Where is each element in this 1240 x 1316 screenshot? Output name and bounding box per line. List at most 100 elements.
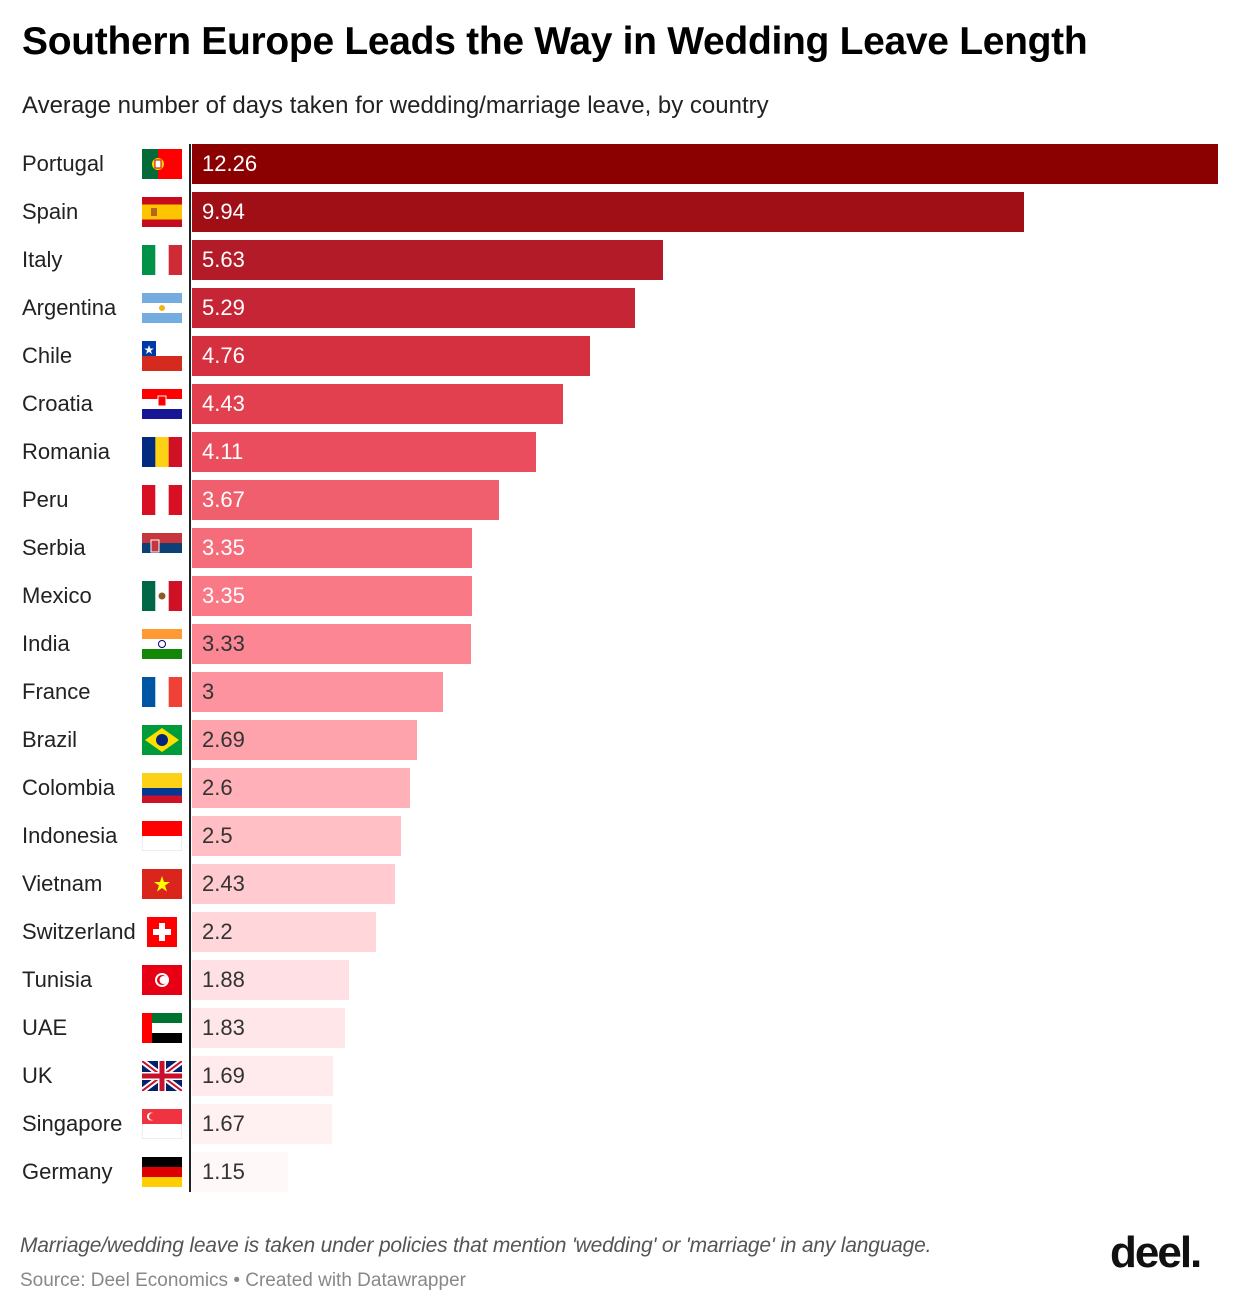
bar [192, 192, 1024, 232]
baseline-axis [189, 144, 191, 1192]
flag-uae-icon [142, 1011, 182, 1045]
bar-row: India 3.33 [0, 624, 1240, 664]
value-label: 3 [202, 679, 215, 704]
bar-row: Peru 3.67 [0, 480, 1240, 520]
bar [192, 672, 443, 712]
bar-row: Serbia 3.35 [0, 528, 1240, 568]
bar [192, 960, 349, 1000]
bar [192, 288, 635, 328]
country-label: Vietnam [22, 871, 103, 896]
bar-row: France 3 [0, 672, 1240, 712]
country-label: Switzerland [22, 919, 136, 944]
flag-brazil-icon [142, 723, 182, 757]
bar-row: Italy 5.63 [0, 240, 1240, 280]
value-label: 2.69 [202, 727, 245, 752]
bar-row: Mexico 3.35 [0, 576, 1240, 616]
bar [192, 432, 536, 472]
flag-tunisia-icon [142, 963, 182, 997]
flag-italy-icon [142, 243, 182, 277]
value-label: 1.69 [202, 1063, 245, 1088]
bar-row: Chile 4.76 [0, 336, 1240, 376]
flag-chile-icon [142, 339, 182, 373]
country-label: Spain [22, 199, 79, 224]
country-label: Portugal [22, 151, 104, 176]
flag-colombia-icon [142, 771, 182, 805]
country-label: Italy [22, 247, 63, 272]
bar [192, 720, 417, 760]
bar [192, 480, 499, 520]
country-label: Mexico [22, 583, 92, 608]
bar [192, 1152, 288, 1192]
flag-vietnam-icon [142, 867, 182, 901]
bar-row: UK 1.69 [0, 1056, 1240, 1096]
value-label: 3.35 [202, 535, 245, 560]
value-label: 3.67 [202, 487, 245, 512]
value-label: 9.94 [202, 199, 245, 224]
flag-france-icon [142, 675, 182, 709]
country-label: UAE [22, 1015, 68, 1040]
bar-row: Spain 9.94 [0, 192, 1240, 232]
country-label: Croatia [22, 391, 93, 416]
bar [192, 768, 410, 808]
flag-switzerland-icon [142, 915, 182, 949]
flag-argentina-icon [142, 291, 182, 325]
bar [192, 624, 471, 664]
flag-singapore-icon [142, 1107, 182, 1141]
value-label: 1.67 [202, 1111, 245, 1136]
chart-subtitle: Average number of days taken for wedding… [22, 92, 769, 119]
country-label: Peru [22, 487, 69, 512]
bar-chart: Portugal 12.26 Spain 9.94 Italy 5.63 Argentina… [0, 144, 1240, 1192]
value-label: 2.2 [202, 919, 233, 944]
flag-spain-icon [142, 195, 182, 229]
flag-uk-icon [142, 1059, 182, 1093]
value-label: 2.5 [202, 823, 233, 848]
value-label: 2.6 [202, 775, 233, 800]
bar-row: Argentina 5.29 [0, 288, 1240, 328]
flag-germany-icon [142, 1155, 182, 1189]
country-label: Indonesia [22, 823, 118, 848]
bar [192, 576, 472, 616]
value-label: 12.26 [202, 151, 258, 176]
bar [192, 528, 472, 568]
country-label: Serbia [22, 535, 86, 560]
bar-row: Switzerland 2.2 [0, 912, 1240, 952]
bar-row: Germany 1.15 [0, 1152, 1240, 1192]
value-label: 2.43 [202, 871, 245, 896]
bar [192, 864, 395, 904]
country-label: Argentina [22, 295, 117, 320]
country-label: Chile [22, 343, 73, 368]
bar-row: Croatia 4.43 [0, 384, 1240, 424]
bar-row: Vietnam 2.43 [0, 864, 1240, 904]
value-label: 4.76 [202, 343, 245, 368]
country-label: India [22, 631, 70, 656]
bar-row: Brazil 2.69 [0, 720, 1240, 760]
bar-row: Romania 4.11 [0, 432, 1240, 472]
country-label: Romania [22, 439, 111, 464]
country-label: France [22, 679, 91, 704]
country-label: Germany [22, 1159, 113, 1184]
country-label: Tunisia [22, 967, 93, 992]
bar [192, 912, 376, 952]
flag-indonesia-icon [142, 819, 182, 853]
country-label: Singapore [22, 1111, 123, 1136]
value-label: 1.15 [202, 1159, 245, 1184]
bar-row: Portugal 12.26 [0, 144, 1240, 184]
flag-portugal-icon [142, 147, 182, 181]
bar [192, 384, 563, 424]
flag-peru-icon [142, 483, 182, 517]
bar-row: Indonesia 2.5 [0, 816, 1240, 856]
bar [192, 336, 590, 376]
value-label: 4.11 [202, 439, 244, 464]
value-label: 5.63 [202, 247, 245, 272]
bar [192, 1008, 345, 1048]
bar [192, 816, 401, 856]
flag-romania-icon [142, 435, 182, 469]
flag-serbia-icon [142, 531, 182, 565]
footnote: Marriage/wedding leave is taken under po… [20, 1234, 932, 1257]
bar [192, 144, 1218, 184]
flag-croatia-icon [142, 387, 182, 421]
country-label: Colombia [22, 775, 115, 800]
bar-row: Colombia 2.6 [0, 768, 1240, 808]
source-line: Source: Deel Economics • Created with Da… [20, 1270, 466, 1291]
value-label: 4.43 [202, 391, 245, 416]
